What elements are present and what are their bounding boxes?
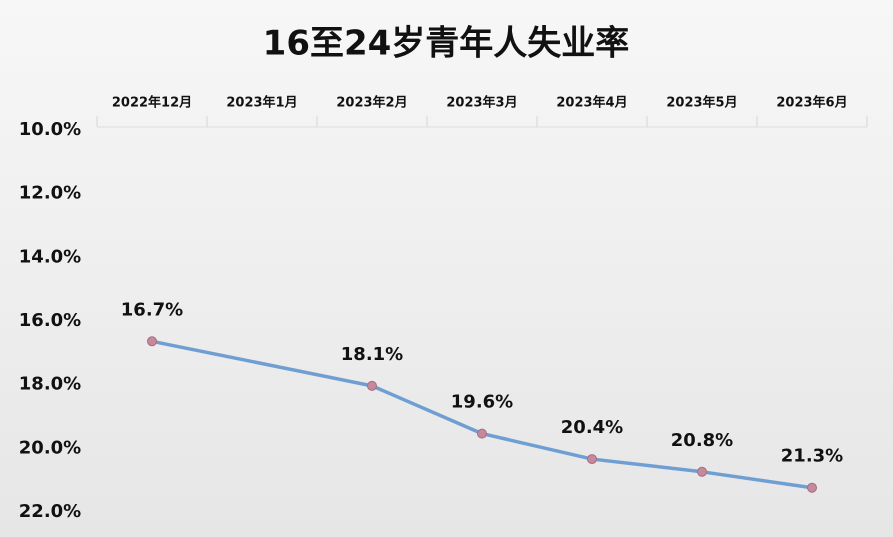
x-tick-label: 2023年4月 [556,95,627,111]
x-tick-label: 2023年3月 [446,95,517,111]
y-tick-label: 16.0% [19,310,81,331]
y-tick-label: 10.0% [19,119,81,140]
data-label: 20.4% [561,417,623,438]
x-tick-label: 2023年1月 [226,95,297,111]
y-tick-label: 22.0% [19,501,81,522]
data-label: 21.3% [781,446,843,467]
marker [587,454,597,465]
y-tick-label: 18.0% [19,374,81,395]
marker [697,466,707,477]
y-tick-label: 12.0% [19,183,81,204]
data-label: 16.7% [121,299,183,320]
marker [807,482,817,493]
y-tick-label: 14.0% [19,246,81,267]
x-tick-label: 2022年12月 [112,95,192,111]
marker [367,380,377,391]
data-label: 19.6% [451,392,513,413]
x-tick-label: 2023年5月 [666,95,737,111]
x-tick-label: 2023年2月 [336,95,407,111]
data-label: 18.1% [341,344,403,365]
y-tick-label: 20.0% [19,437,81,458]
marker [147,336,157,347]
data-label: 20.8% [671,430,733,451]
x-tick-label: 2023年6月 [776,95,847,111]
chart-title: 16至24岁青年人失业率 [263,24,630,64]
line [151,339,813,490]
marker [477,428,487,439]
